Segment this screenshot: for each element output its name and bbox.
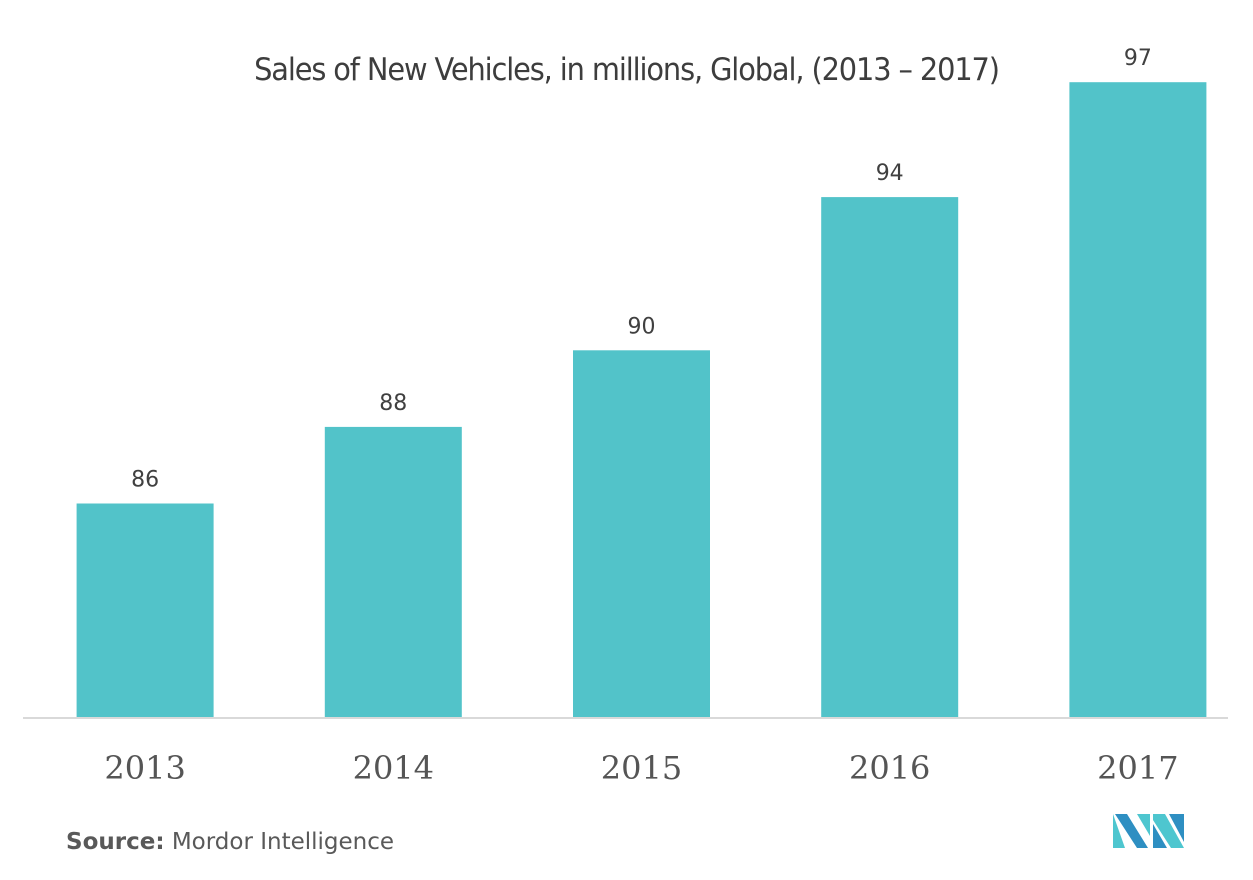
- x-tick-labels-group: 2013 2014 2015 2016 2017: [104, 749, 1178, 787]
- value-label-2015: 90: [628, 314, 656, 339]
- logo-shape-1: [1113, 814, 1125, 848]
- value-label-2016: 94: [876, 161, 904, 186]
- bar-2016: [821, 197, 959, 719]
- x-tick-label-2015: 2015: [601, 749, 682, 787]
- mordor-intelligence-logo-icon: [1113, 814, 1184, 848]
- x-tick-label-2013: 2013: [104, 749, 185, 787]
- bar-2017: [1069, 82, 1207, 718]
- logo-shape-2: [1113, 814, 1148, 848]
- bars-group: [76, 82, 1207, 719]
- logo-shape-3: [1137, 814, 1150, 836]
- chart-title: Sales of New Vehicles, in millions, Glob…: [254, 52, 1000, 88]
- value-label-2017: 97: [1124, 46, 1152, 71]
- x-tick-label-2014: 2014: [353, 749, 434, 787]
- x-tick-label-2017: 2017: [1097, 749, 1178, 787]
- source-label: Source:: [66, 829, 165, 855]
- logo-shape-4: [1153, 814, 1184, 848]
- value-label-2013: 86: [131, 468, 159, 493]
- logo-shape-5: [1153, 824, 1167, 848]
- bar-2014: [324, 426, 462, 718]
- bar-2013: [76, 503, 214, 718]
- source-text: Mordor Intelligence: [171, 829, 395, 855]
- x-tick-label-2016: 2016: [849, 749, 930, 787]
- value-labels-group: 86 88 90 94 97: [131, 46, 1152, 492]
- value-label-2014: 88: [379, 391, 407, 416]
- bar-2015: [573, 350, 710, 718]
- source-note: Source: Mordor Intelligence: [66, 829, 394, 855]
- logo-shape-6: [1169, 814, 1184, 842]
